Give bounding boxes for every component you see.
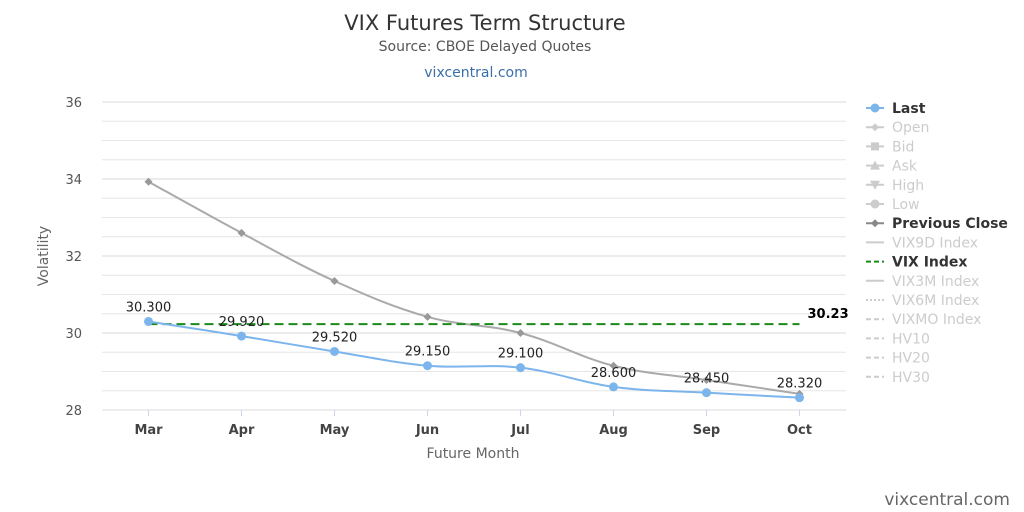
- legend-item-bid[interactable]: Bid: [866, 139, 914, 155]
- legend-item-vix3m-index[interactable]: VIX3M Index: [866, 274, 979, 290]
- legend-label: HV20: [892, 351, 930, 367]
- legend-item-vix6m-index[interactable]: VIX6M Index: [866, 293, 979, 309]
- legend-item-ask[interactable]: Ask: [866, 159, 918, 175]
- grid-lines: [102, 101, 846, 411]
- previous-close-point[interactable]: [144, 177, 153, 186]
- previous-close-point[interactable]: [330, 277, 339, 286]
- legend-item-high[interactable]: High: [866, 178, 924, 194]
- legend-label: High: [892, 178, 924, 194]
- legend-label: Ask: [892, 159, 918, 175]
- series-line-last: [148, 320, 800, 399]
- legend-label: VIX Index: [892, 255, 967, 271]
- legend-item-vix-index[interactable]: VIX Index: [866, 255, 967, 271]
- last-point[interactable]: [516, 363, 525, 373]
- source-link[interactable]: vixcentral.com: [424, 65, 527, 81]
- legend-label: VIX9D Index: [892, 235, 978, 251]
- last-point[interactable]: [795, 393, 804, 403]
- legend-item-low[interactable]: Low: [866, 197, 920, 213]
- last-point[interactable]: [609, 382, 618, 392]
- legend-label: VIX6M Index: [892, 293, 979, 309]
- y-tick-label: 34: [65, 173, 82, 188]
- series-line-previous-close: [148, 180, 800, 395]
- x-axis-label: Future Month: [427, 446, 520, 462]
- legend-label: HV10: [892, 331, 930, 347]
- x-tick-label: Apr: [229, 423, 255, 438]
- legend-label: Last: [892, 101, 926, 117]
- y-axis-ticks: 28 30 32 34 36: [65, 96, 82, 419]
- y-tick-label: 28: [65, 404, 82, 419]
- last-point[interactable]: [144, 316, 153, 326]
- x-tick-label: Jul: [510, 423, 530, 438]
- previous-close-point[interactable]: [702, 375, 711, 384]
- last-data-label: 30.300: [126, 300, 172, 315]
- y-tick-label: 32: [65, 250, 82, 265]
- last-point[interactable]: [423, 361, 432, 371]
- legend-item-open[interactable]: Open: [866, 120, 929, 136]
- legend-item-vix9d-index[interactable]: VIX9D Index: [866, 235, 978, 251]
- legend-label: Bid: [892, 139, 914, 155]
- last-data-label: 29.150: [405, 345, 451, 360]
- last-data-label: 29.920: [219, 315, 265, 330]
- legend-item-hv30[interactable]: HV30: [866, 370, 930, 386]
- chart-title: VIX Futures Term Structure: [344, 11, 625, 35]
- previous-close-point[interactable]: [423, 312, 432, 321]
- legend: Last Open Bid Ask High Low Previous Close VIX9D…: [866, 101, 1008, 386]
- legend-label: Low: [892, 197, 920, 213]
- x-tick-label: Sep: [693, 423, 721, 438]
- x-tick-label: May: [320, 423, 350, 438]
- y-tick-label: 30: [65, 327, 82, 342]
- last-data-label: 29.520: [312, 330, 358, 345]
- previous-close-point[interactable]: [516, 329, 525, 337]
- last-point[interactable]: [330, 346, 339, 356]
- last-data-label: 28.600: [591, 366, 637, 381]
- legend-label: Open: [892, 120, 929, 136]
- x-tick-label: Aug: [599, 423, 628, 438]
- last-point[interactable]: [237, 331, 246, 341]
- legend-item-hv10[interactable]: HV10: [866, 331, 930, 347]
- last-point[interactable]: [702, 388, 711, 398]
- series-layer: 30.23 30.300 29.920 29.520 29.150 29.100 28.60…: [126, 177, 849, 403]
- chart-subtitle: Source: CBOE Delayed Quotes: [379, 39, 592, 55]
- y-tick-label: 36: [65, 96, 82, 111]
- x-axis-ticks: Mar Apr May Jun Jul Aug Sep Oct: [134, 410, 812, 438]
- vix-index-label: 30.23: [808, 307, 849, 322]
- x-tick-label: Oct: [787, 423, 812, 438]
- watermark: vixcentral.com: [884, 490, 1010, 510]
- x-tick-label: Mar: [134, 423, 163, 438]
- previous-close-point[interactable]: [237, 228, 246, 237]
- previous-close-point[interactable]: [609, 361, 618, 370]
- x-tick-label: Jun: [415, 423, 439, 438]
- last-data-label: 28.450: [684, 372, 730, 387]
- y-axis-label: Volatility: [36, 226, 52, 286]
- legend-item-last[interactable]: Last: [866, 101, 926, 117]
- legend-label: VIXMO Index: [892, 312, 981, 328]
- legend-item-hv20[interactable]: HV20: [866, 351, 930, 367]
- last-data-label: 29.100: [498, 347, 544, 362]
- legend-label: Previous Close: [892, 216, 1008, 232]
- legend-label: HV30: [892, 370, 930, 386]
- last-data-label: 28.320: [777, 377, 823, 392]
- legend-item-vixmo-index[interactable]: VIXMO Index: [866, 312, 981, 328]
- legend-item-previous-close[interactable]: Previous Close: [866, 216, 1008, 232]
- legend-label: VIX3M Index: [892, 274, 979, 290]
